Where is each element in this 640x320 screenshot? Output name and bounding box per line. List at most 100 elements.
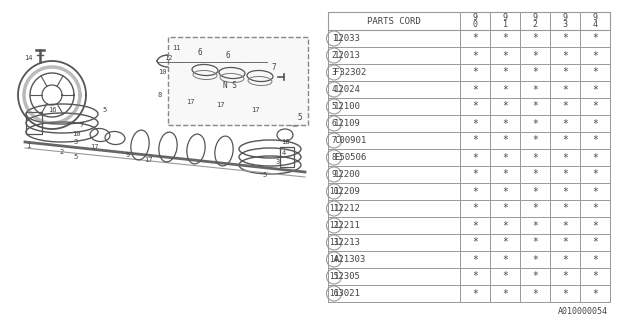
Text: 5: 5 [74, 154, 78, 160]
Text: 12213: 12213 [334, 238, 361, 247]
Text: 3: 3 [332, 68, 336, 77]
Text: *: * [502, 135, 508, 146]
Text: *: * [472, 237, 478, 247]
Text: *: * [562, 271, 568, 282]
Text: *: * [562, 68, 568, 77]
Text: F32302: F32302 [334, 68, 366, 77]
Text: 10: 10 [72, 131, 80, 137]
Text: *: * [532, 101, 538, 111]
Text: 9
1: 9 1 [502, 12, 508, 29]
Text: *: * [592, 34, 598, 44]
Text: *: * [562, 187, 568, 196]
Text: 9
4: 9 4 [593, 12, 598, 29]
Text: *: * [502, 34, 508, 44]
Text: 2: 2 [332, 51, 336, 60]
Text: *: * [532, 84, 538, 94]
Text: *: * [502, 101, 508, 111]
Text: 5: 5 [103, 107, 107, 113]
Text: *: * [532, 187, 538, 196]
Text: *: * [562, 254, 568, 265]
Text: *: * [472, 254, 478, 265]
Text: *: * [502, 254, 508, 265]
Text: *: * [532, 204, 538, 213]
Text: *: * [592, 237, 598, 247]
Text: 7: 7 [80, 122, 84, 128]
Text: *: * [562, 84, 568, 94]
Text: 18: 18 [281, 139, 289, 145]
Text: *: * [502, 220, 508, 230]
Text: 12209: 12209 [334, 187, 361, 196]
Text: 7: 7 [272, 63, 276, 72]
Text: 16: 16 [330, 289, 339, 298]
Text: *: * [562, 204, 568, 213]
Text: *: * [472, 170, 478, 180]
Text: 10: 10 [330, 187, 339, 196]
Text: 14: 14 [24, 55, 32, 61]
Text: N S: N S [223, 81, 237, 90]
Text: 17: 17 [216, 102, 224, 108]
Text: *: * [502, 118, 508, 129]
Text: *: * [562, 289, 568, 299]
Text: *: * [502, 237, 508, 247]
Text: *: * [592, 135, 598, 146]
Text: *: * [472, 51, 478, 60]
Text: *: * [502, 68, 508, 77]
Text: *: * [592, 118, 598, 129]
Text: 12024: 12024 [334, 85, 361, 94]
Text: *: * [592, 101, 598, 111]
Text: *: * [472, 289, 478, 299]
Text: 12305: 12305 [334, 272, 361, 281]
Text: A21303: A21303 [334, 255, 366, 264]
Text: 11: 11 [172, 45, 180, 51]
Text: *: * [562, 34, 568, 44]
Text: *: * [532, 220, 538, 230]
Text: 9
2: 9 2 [532, 12, 538, 29]
Text: *: * [562, 220, 568, 230]
Text: *: * [532, 135, 538, 146]
Text: 16: 16 [48, 107, 56, 113]
Text: *: * [472, 118, 478, 129]
Text: *: * [592, 170, 598, 180]
Text: 3: 3 [74, 139, 78, 145]
Bar [280, 147, 294, 167]
Text: *: * [502, 204, 508, 213]
Text: *: * [562, 51, 568, 60]
Text: 12100: 12100 [334, 102, 361, 111]
Bar [328, 12, 610, 30]
Text: 12033: 12033 [334, 34, 361, 43]
Text: 5: 5 [332, 102, 336, 111]
Bar [168, 37, 308, 125]
Text: *: * [592, 187, 598, 196]
Text: 17: 17 [251, 107, 259, 113]
Text: PARTS CORD: PARTS CORD [367, 17, 421, 26]
Text: 17: 17 [90, 144, 99, 150]
Text: *: * [562, 101, 568, 111]
Text: *: * [502, 289, 508, 299]
Text: *: * [532, 170, 538, 180]
Text: 7: 7 [332, 136, 336, 145]
Text: *: * [562, 170, 568, 180]
Text: *: * [592, 289, 598, 299]
Text: 2: 2 [60, 149, 64, 155]
Text: 9: 9 [126, 152, 130, 158]
Text: *: * [502, 84, 508, 94]
Text: A010000054: A010000054 [558, 307, 608, 316]
Text: 5: 5 [298, 113, 302, 122]
Text: 12013: 12013 [334, 51, 361, 60]
Text: *: * [562, 237, 568, 247]
Text: *: * [532, 68, 538, 77]
Text: *: * [562, 153, 568, 163]
Text: *: * [592, 220, 598, 230]
Text: 3: 3 [276, 159, 280, 165]
Text: 4: 4 [282, 150, 286, 156]
Text: *: * [532, 237, 538, 247]
Text: 17: 17 [186, 99, 195, 105]
Text: *: * [592, 153, 598, 163]
Text: *: * [502, 187, 508, 196]
Text: *: * [562, 135, 568, 146]
Text: *: * [532, 271, 538, 282]
Text: *: * [592, 51, 598, 60]
Text: *: * [472, 135, 478, 146]
Text: *: * [472, 34, 478, 44]
Text: 15: 15 [330, 272, 339, 281]
